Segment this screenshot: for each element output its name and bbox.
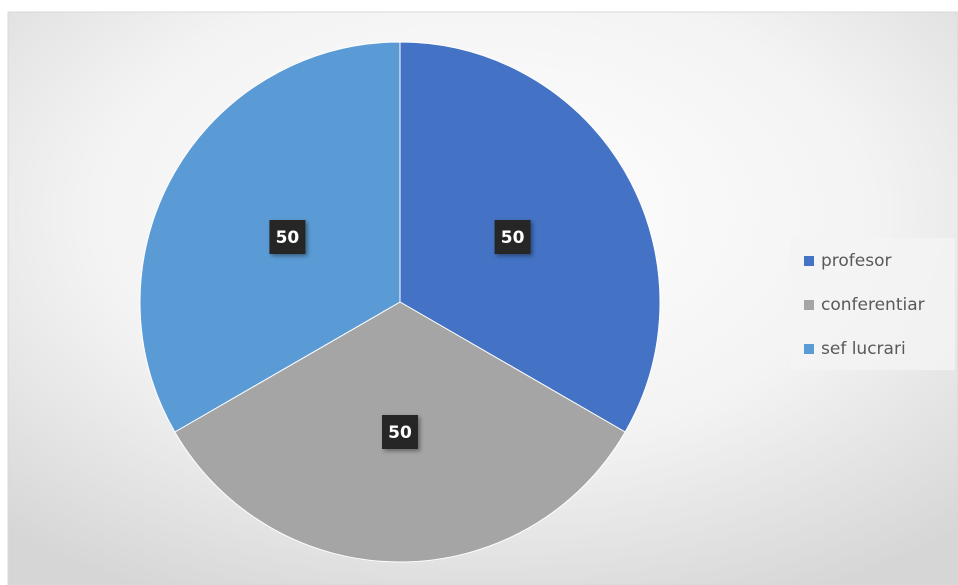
data-label: 50 [276,228,300,248]
legend-label: conferentiar [821,295,925,315]
data-label-box [494,220,531,254]
legend-swatch [804,256,814,266]
data-label-box [269,220,306,254]
legend-box [790,238,955,370]
legend-swatch [804,300,814,310]
legend: profesor conferentiar sef lucrari [804,251,925,359]
legend-label: profesor [821,251,892,271]
legend-label: sef lucrari [821,339,906,359]
data-label: 50 [501,228,525,248]
pie: 50 50 50 [139,41,661,563]
legend-swatch [804,344,814,354]
data-label: 50 [388,423,412,443]
data-label-box [382,415,418,449]
